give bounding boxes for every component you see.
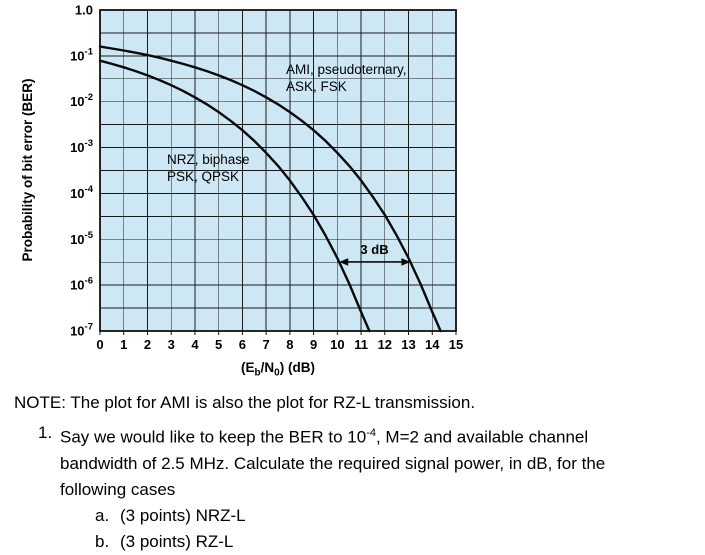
y-tick-label: 10-4 xyxy=(70,184,94,201)
subitem-b-label: b. xyxy=(95,531,110,551)
subitem-b-text: (3 points) RZ-L xyxy=(120,531,234,551)
y-tick-label: 10-3 xyxy=(70,138,93,155)
question-1: 1. Say we would like to keep the BER to … xyxy=(38,420,650,503)
curve-1 xyxy=(98,45,442,333)
curve-label-ami-line1: AMI, pseudoternary, xyxy=(286,62,407,77)
y-axis-title: Probability of bit error (BER) xyxy=(20,78,35,262)
x-tick-label: 12 xyxy=(378,337,392,352)
y-tick-label: 10-2 xyxy=(70,92,93,109)
x-tick-label: 5 xyxy=(215,337,222,352)
x-axis-title-part: (E xyxy=(241,360,255,375)
x-tick-label: 14 xyxy=(425,337,440,352)
x-tick-label: 6 xyxy=(239,337,246,352)
problem-text: NOTE: The plot for AMI is also the plot … xyxy=(0,390,705,555)
subitem-b: b. (3 points) RZ-L xyxy=(95,529,705,555)
x-tick-label: 11 xyxy=(354,337,368,352)
subitem-a-label: a. xyxy=(95,505,110,525)
x-tick-label: 10 xyxy=(330,337,344,352)
curve-label-ami: AMI, pseudoternary, ASK, FSK xyxy=(286,61,407,95)
question-text-part2: , M=2 and available channel bandwidth of… xyxy=(60,427,606,499)
curve-label-nrz-line2: PSK, QPSK xyxy=(167,169,240,184)
x-tick-label: 3 xyxy=(168,337,175,352)
y-tick-label: 10-6 xyxy=(70,276,93,293)
gap-arrow-head-left xyxy=(339,258,349,266)
y-tick-label: 10-7 xyxy=(70,322,93,339)
question-exponent: -4 xyxy=(366,427,376,439)
x-tick-label: 15 xyxy=(449,337,463,352)
note-line: NOTE: The plot for AMI is also the plot … xyxy=(14,393,476,412)
gap-arrow-head-right xyxy=(401,258,411,266)
curve-label-ami-line2: ASK, FSK xyxy=(286,79,347,94)
x-tick-label: 7 xyxy=(263,337,270,352)
x-tick-label: 13 xyxy=(401,337,415,352)
y-tick-label: 1.0 xyxy=(75,3,93,18)
question-text-part1: Say we would like to keep the BER to 10 xyxy=(60,427,367,447)
gap-annotation-label: 3 dB xyxy=(360,242,389,257)
x-axis-title-sub-0: 0 xyxy=(274,367,280,379)
x-axis-title-part: /N xyxy=(260,360,275,375)
x-tick-label: 2 xyxy=(144,337,151,352)
curve-label-nrz-line1: NRZ, biphase xyxy=(167,152,250,167)
y-tick-label: 10-1 xyxy=(70,46,94,63)
subitem-a-text: (3 points) NRZ-L xyxy=(120,505,246,525)
x-tick-label: 8 xyxy=(286,337,293,352)
y-tick-label: 10-5 xyxy=(70,230,94,247)
question-number: 1. xyxy=(38,423,53,442)
x-tick-label: 1 xyxy=(120,337,127,352)
curve-label-nrz: NRZ, biphase PSK, QPSK xyxy=(167,151,250,185)
x-axis-title-part: ) (dB) xyxy=(279,360,315,375)
x-axis-title: (Eb/N0) (dB) xyxy=(100,360,456,379)
x-tick-label: 4 xyxy=(191,337,199,352)
x-tick-label: 9 xyxy=(310,337,317,352)
question-text: Say we would like to keep the BER to 10-… xyxy=(60,420,650,503)
ber-chart-figure: 0 1 2 3 4 5 6 7 8 9 10 11 12 13 14 15 1.0 10-1 10-2 10-3 10-… xyxy=(20,3,463,379)
x-axis-title-sub-b: b xyxy=(254,367,261,379)
curve-0 xyxy=(98,59,371,333)
subitem-a: a. (3 points) NRZ-L xyxy=(95,503,705,529)
x-tick-label: 0 xyxy=(96,337,103,352)
plot-border xyxy=(99,9,457,332)
ber-chart-plot: 0 1 2 3 4 5 6 7 8 9 10 11 12 13 14 151.010-110-210-310-… xyxy=(70,3,463,353)
